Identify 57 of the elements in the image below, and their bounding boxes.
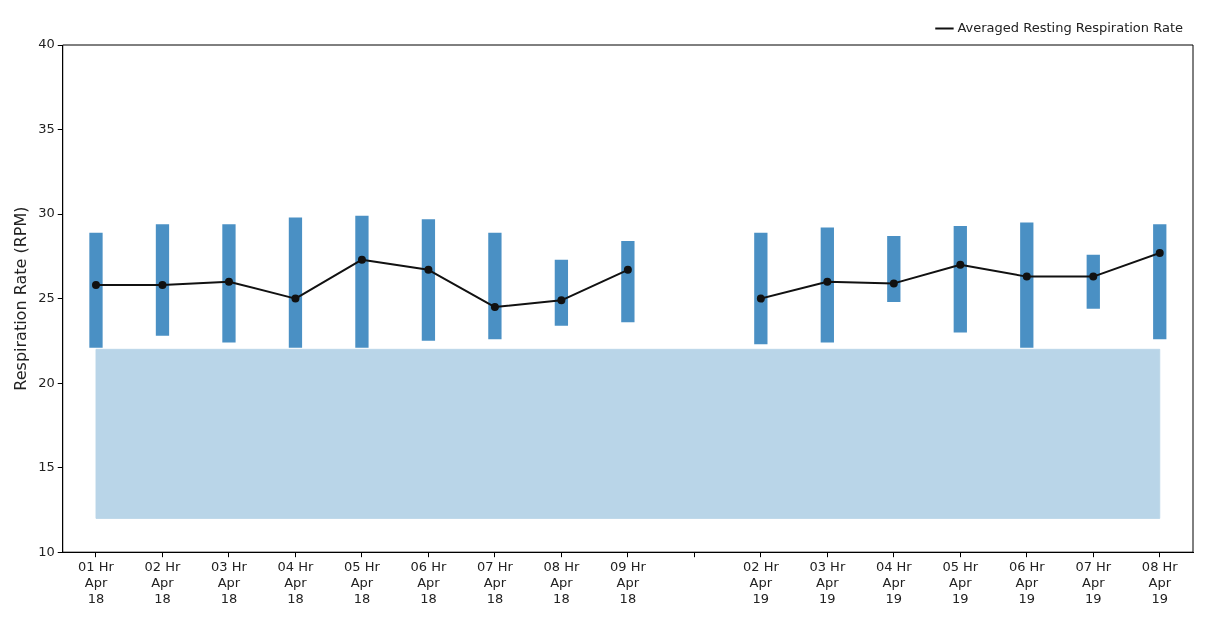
y-tick-label: 30 — [38, 205, 55, 221]
bar — [488, 232, 502, 340]
bar — [89, 232, 103, 348]
point — [1089, 272, 1098, 281]
point — [424, 265, 433, 274]
x-tick-label: 01 Hr Apr 18 — [78, 559, 115, 606]
x-tick-label: 05 Hr Apr 18 — [344, 559, 381, 606]
x-tick-label: 06 Hr Apr 19 — [1008, 559, 1046, 606]
point — [1022, 272, 1031, 281]
bar — [155, 224, 170, 336]
bar — [355, 215, 369, 348]
x-tick-label: 03 Hr Apr 19 — [809, 559, 846, 606]
x-tick-label: 09 Hr Apr 18 — [609, 559, 647, 606]
bar — [1086, 254, 1100, 309]
x-tick-label: 08 Hr Apr 18 — [543, 559, 580, 606]
y-tick-label: 35 — [38, 120, 55, 136]
bar — [621, 241, 635, 323]
y-tick-label: 25 — [38, 289, 55, 305]
y-tick-label: 10 — [38, 543, 55, 559]
y-tick-label: 40 — [38, 36, 55, 52]
x-tick-label: 04 Hr Apr 18 — [277, 559, 314, 606]
x-tick-label: 07 Hr Apr 18 — [477, 559, 514, 606]
bar — [554, 259, 569, 326]
point — [557, 296, 566, 305]
y-axis-title: Respiration Rate (RPM) — [10, 206, 30, 391]
x-tick-label: 04 Hr Apr 19 — [875, 559, 913, 606]
bar — [1020, 222, 1034, 348]
point — [224, 277, 233, 286]
point — [291, 294, 300, 303]
point — [623, 265, 632, 274]
y-tick-label: 15 — [38, 459, 55, 475]
legend-label: Averaged Resting Respiration Rate — [957, 19, 1183, 35]
x-tick-label: 06 Hr Apr 18 — [410, 559, 447, 606]
x-tick-label: 02 Hr Apr 18 — [144, 559, 182, 606]
bar — [754, 232, 768, 345]
point — [158, 281, 167, 290]
bar — [421, 219, 436, 341]
x-tick-label: 07 Hr Apr 19 — [1075, 559, 1112, 606]
bar — [953, 225, 967, 333]
bar — [887, 236, 901, 302]
point — [1155, 248, 1164, 257]
bar — [820, 227, 834, 343]
point — [490, 303, 499, 312]
point — [756, 294, 765, 303]
bar — [1153, 224, 1167, 340]
x-tick-label: 05 Hr Apr 19 — [942, 559, 979, 606]
point — [91, 281, 100, 290]
point — [823, 277, 832, 286]
bar — [222, 224, 236, 343]
bar — [288, 217, 303, 348]
point — [956, 260, 965, 269]
x-tick-label: 08 Hr Apr 19 — [1141, 559, 1179, 606]
x-tick-label: 03 Hr Apr 18 — [211, 559, 248, 606]
x-tick-label: 02 Hr Apr 19 — [742, 559, 780, 606]
point — [889, 279, 898, 288]
point — [357, 255, 366, 264]
y-tick-label: 20 — [38, 374, 55, 390]
